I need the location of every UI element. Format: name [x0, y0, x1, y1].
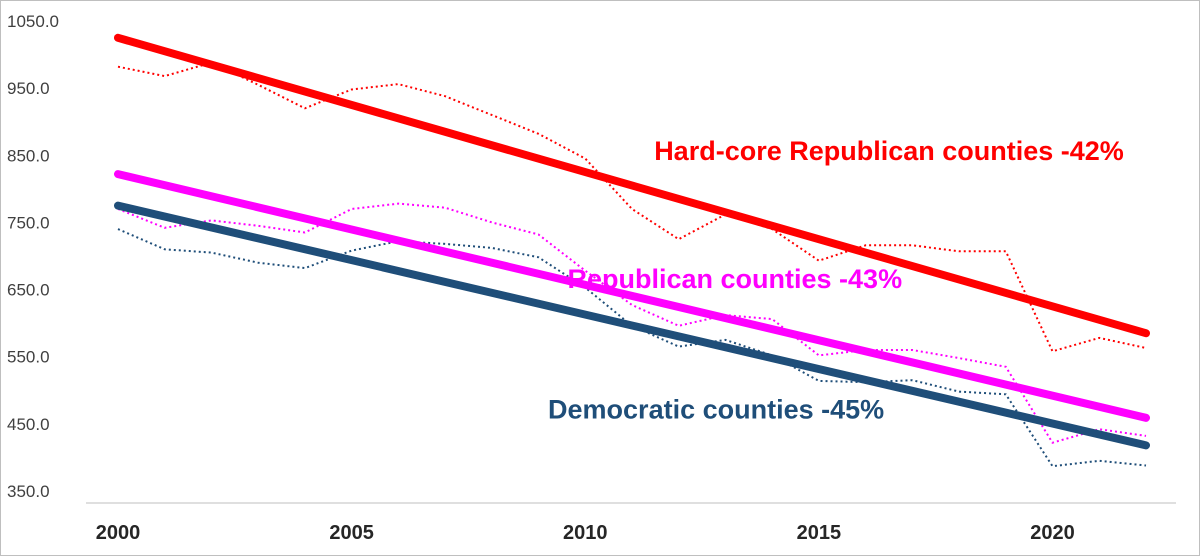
annotation-label: Democratic counties -45%: [548, 394, 884, 424]
trend-line-hardcore: [114, 33, 1150, 338]
y-tick-label: 950.0: [7, 79, 50, 98]
x-tick-label: 2005: [329, 522, 374, 544]
trend-line-democratic: [114, 201, 1150, 450]
series-line-democratic: [117, 228, 1147, 468]
y-tick-label: 550.0: [7, 348, 50, 367]
annotation-label: Hard-core Republican counties -42%: [654, 136, 1124, 166]
x-tick-label: 2000: [96, 522, 141, 544]
y-tick-label: 750.0: [7, 213, 50, 232]
series-trend-lines: [114, 33, 1150, 450]
x-tick-label: 2010: [563, 522, 608, 544]
annotations: Hard-core Republican counties -42% Republ…: [548, 136, 1124, 425]
x-axis-ticks: 2000 2005 2010 2015 2020: [96, 522, 1075, 544]
series-line-hardcore: [117, 61, 1147, 353]
trend-line-republican: [114, 170, 1150, 422]
series-dotted-lines: [117, 61, 1147, 468]
x-tick-label: 2015: [797, 522, 842, 544]
y-tick-label: 850.0: [7, 146, 50, 165]
series-line-republican: [117, 202, 1147, 444]
x-tick-label: 2020: [1030, 522, 1075, 544]
y-tick-label: 1050.0: [7, 12, 59, 31]
y-tick-label: 650.0: [7, 281, 50, 300]
annotation-label: Republican counties -43%: [568, 264, 903, 294]
y-tick-label: 350.0: [7, 482, 50, 501]
y-axis-ticks: 1050.0 950.0 850.0 750.0 650.0 550.0 450.0 350.…: [7, 12, 59, 501]
y-tick-label: 450.0: [7, 415, 50, 434]
